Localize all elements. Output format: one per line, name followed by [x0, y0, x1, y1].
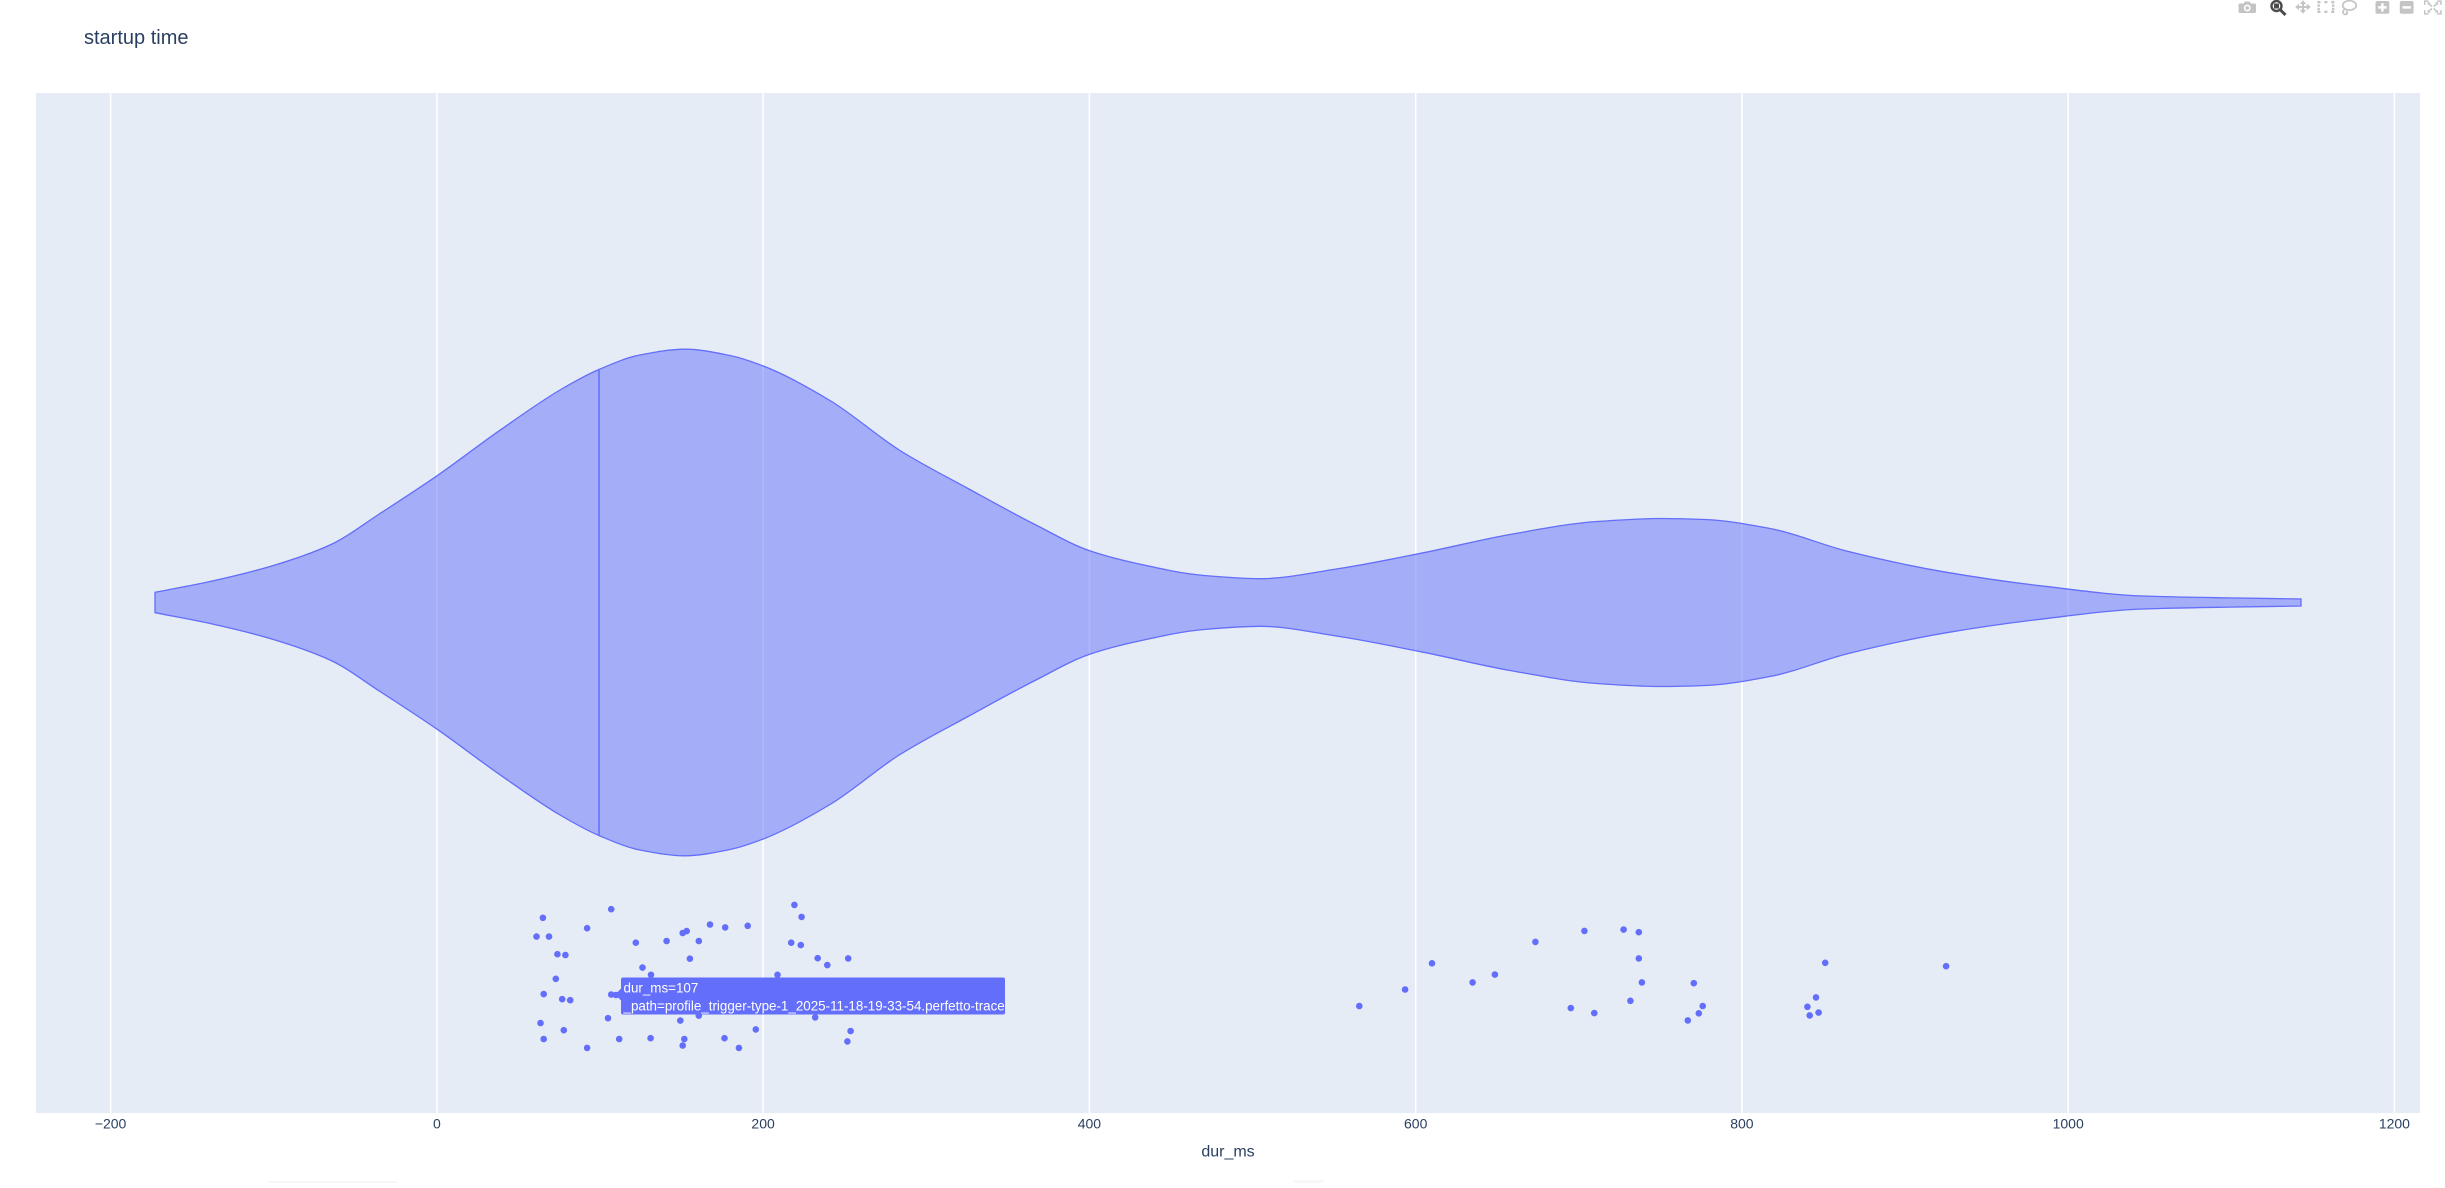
svg-text:dur_ms=107: dur_ms=107 — [624, 981, 699, 996]
svg-text:600: 600 — [1404, 1116, 1428, 1132]
svg-text:0: 0 — [433, 1116, 441, 1132]
svg-text:dur_ms: dur_ms — [1201, 1144, 1254, 1161]
svg-text:1200: 1200 — [2379, 1116, 2410, 1132]
svg-text:_path=profile_trigger-type-1_2: _path=profile_trigger-type-1_2025-11-18-… — [623, 999, 1005, 1014]
svg-text:1000: 1000 — [2053, 1116, 2084, 1132]
svg-text:200: 200 — [751, 1116, 775, 1132]
svg-text:400: 400 — [1078, 1116, 1102, 1132]
svg-text:800: 800 — [1730, 1116, 1754, 1132]
svg-text:startup time: startup time — [84, 27, 188, 49]
svg-text:−200: −200 — [95, 1116, 127, 1132]
